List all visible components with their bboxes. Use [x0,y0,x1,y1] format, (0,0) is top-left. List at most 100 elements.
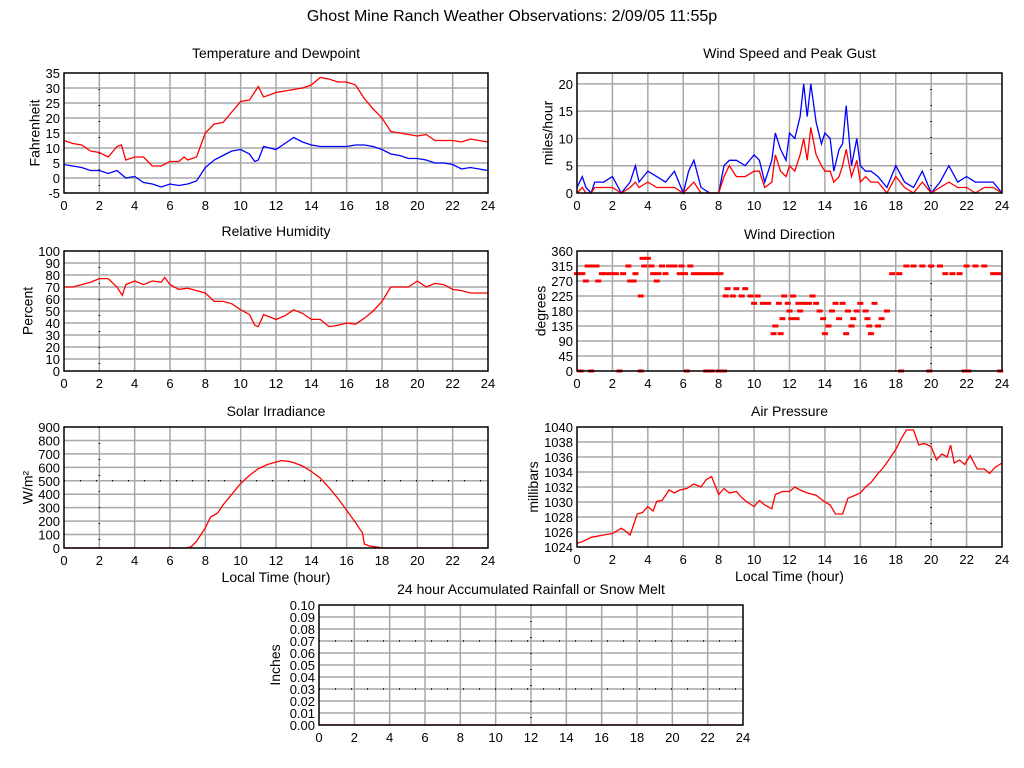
data-point [942,272,949,276]
y-tick-label: 0.09 [290,610,315,625]
x-tick-label: 20 [924,198,938,213]
data-point [595,279,602,283]
data-point [639,256,646,260]
chart-title: Temperature and Dewpoint [192,45,360,61]
x-tick-label: 18 [375,553,389,568]
x-tick-label: 8 [202,376,209,391]
data-point [949,272,956,276]
chart-title: 24 hour Accumulated Rainfall or Snow Mel… [397,581,665,597]
x-tick-label: 18 [889,198,903,213]
x-tick-label: 10 [233,198,247,213]
y-tick-label: 5 [566,159,573,174]
x-tick-label: 16 [339,376,353,391]
y-tick-label: 1038 [544,435,573,450]
rainfall-chart: 24 hour Accumulated Rainfall or Snow Mel… [267,581,750,745]
data-point [784,301,791,305]
x-tick-label: 18 [375,376,389,391]
data-point [995,272,1002,276]
plot-frame [576,250,1003,372]
x-tick-label: 18 [375,198,389,213]
y-tick-label: 270 [551,274,573,289]
x-tick-label: 6 [680,198,687,213]
x-tick-label: 24 [481,198,495,213]
y-tick-label: 80 [46,268,60,283]
y-tick-label: 20 [559,77,573,92]
x-tick-label: 24 [995,198,1009,213]
x-tick-label: 0 [60,198,67,213]
data-point [676,272,683,276]
data-point [662,272,669,276]
data-point [612,272,619,276]
x-tick-label: 14 [559,730,573,745]
data-point [759,301,766,305]
data-point [627,279,634,283]
y-tick-label: 45 [559,349,573,364]
x-tick-label: 12 [782,552,796,567]
data-point [687,264,694,268]
x-tick-label: 4 [644,552,651,567]
data-point [781,294,788,298]
x-tick-label: 16 [853,376,867,391]
chart-title: Relative Humidity [222,223,331,239]
x-tick-label: 0 [573,198,580,213]
x-tick-label: 10 [233,553,247,568]
data-point [584,264,591,268]
y-tick-label: -5 [48,186,60,201]
x-tick-label: 18 [630,730,644,745]
x-tick-label: 8 [715,552,722,567]
x-tick-label: 20 [924,376,938,391]
y-axis-label: Percent [19,287,35,335]
data-point [790,294,797,298]
x-tick-label: 12 [782,376,796,391]
data-point [903,264,910,268]
data-point [836,317,843,321]
data-point [956,272,963,276]
y-axis-label: degrees [532,286,548,337]
data-point [630,279,637,283]
data-point [848,324,855,328]
data-point [795,301,802,305]
data-point [809,294,816,298]
x-tick-label: 10 [233,376,247,391]
y-tick-label: 10 [46,141,60,156]
data-point [963,264,970,268]
data-point [883,309,890,313]
y-tick-label: 315 [551,259,573,274]
data-point [754,294,761,298]
x-tick-label: 4 [644,198,651,213]
y-tick-label: 0.08 [290,622,315,637]
y-tick-label: 1034 [544,465,573,480]
y-tick-label: 0.05 [290,658,315,673]
data-point [770,332,777,336]
x-tick-label: 22 [959,198,973,213]
x-tick-label: 8 [202,198,209,213]
x-tick-label: 2 [96,553,103,568]
data-point [793,317,800,321]
y-tick-label: 60 [46,292,60,307]
data-point [797,309,804,313]
x-tick-label: 10 [747,376,761,391]
data-point [805,301,812,305]
data-point [742,287,749,291]
y-tick-label: 40 [46,316,60,331]
data-point [641,264,648,268]
data-point [829,309,835,313]
x-tick-label: 22 [445,198,459,213]
data-point [779,317,786,321]
y-axis-label: Fahrenheit [27,99,43,166]
data-point [772,324,779,328]
x-tick-label: 24 [995,552,1009,567]
y-tick-label: 135 [551,319,573,334]
y-tick-label: 1030 [544,495,573,510]
x-tick-label: 12 [269,198,283,213]
y-tick-label: 100 [38,244,60,259]
y-tick-label: 0.01 [290,706,315,721]
data-point [747,294,754,298]
series-line-wind-speed [576,127,1003,195]
data-point [821,332,828,336]
